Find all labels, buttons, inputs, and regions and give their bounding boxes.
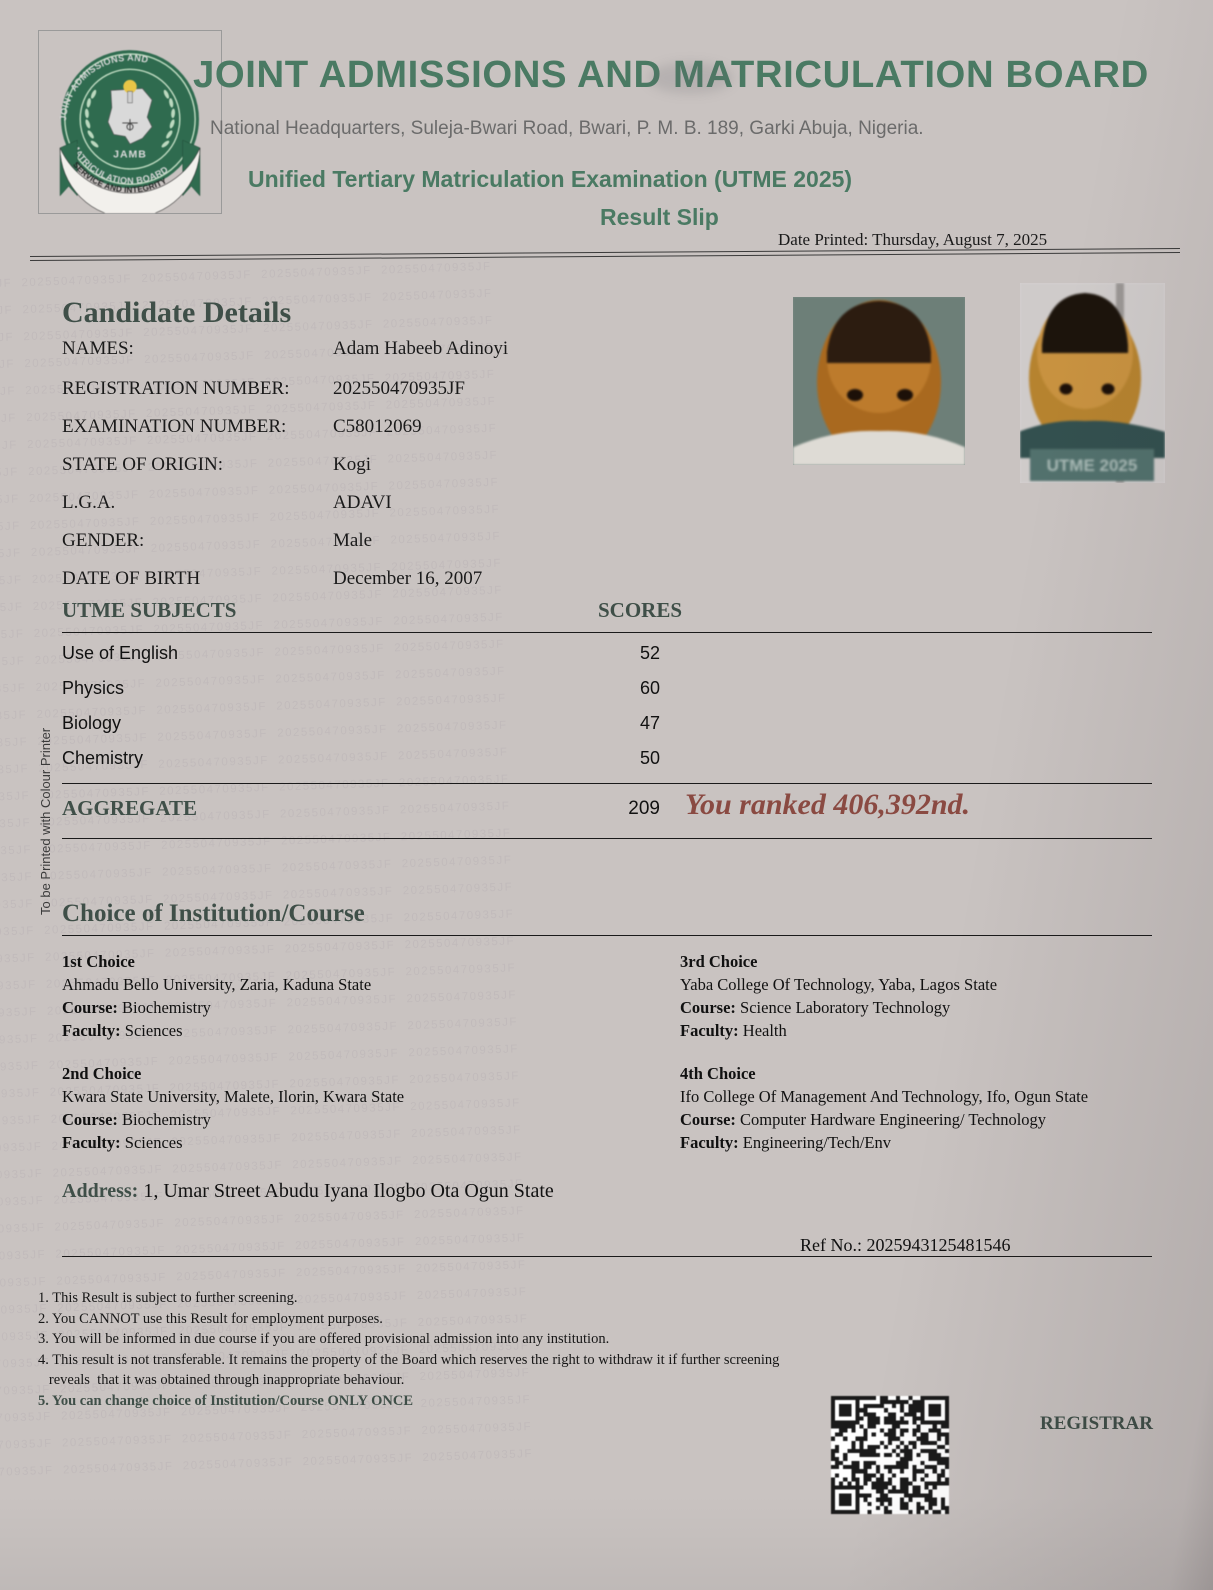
svg-text:UTME 2025: UTME 2025: [1047, 456, 1138, 475]
